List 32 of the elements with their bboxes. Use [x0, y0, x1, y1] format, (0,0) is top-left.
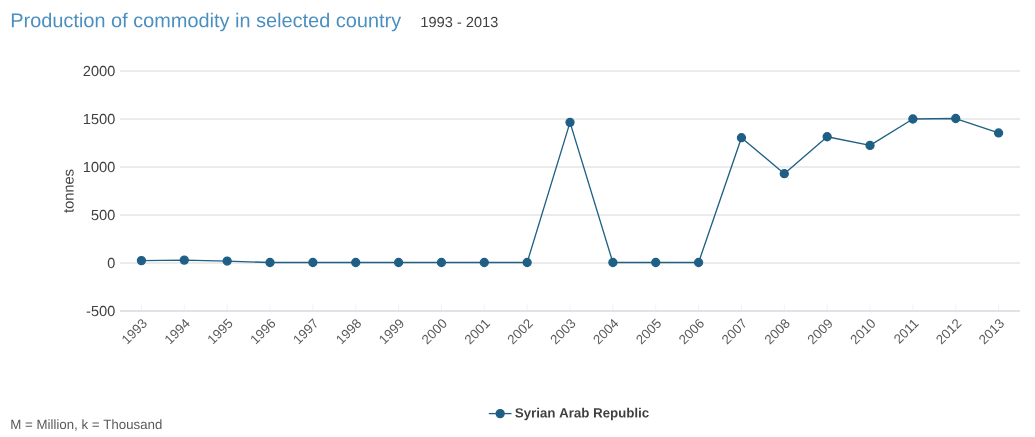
point	[608, 257, 618, 268]
point	[393, 257, 404, 268]
point	[779, 169, 789, 179]
point	[522, 257, 532, 268]
y-tick-label: 1500	[83, 113, 115, 125]
y-tick-label: 500	[91, 209, 115, 221]
point	[136, 255, 147, 266]
point	[865, 140, 875, 151]
point	[436, 257, 447, 268]
y-tick-label: -500	[86, 305, 115, 317]
point	[822, 132, 832, 142]
point	[651, 257, 661, 268]
point	[179, 255, 189, 265]
y-tick-label: 1000	[83, 161, 115, 173]
point	[736, 133, 747, 143]
point	[308, 257, 318, 268]
y-tick-label: 0	[107, 257, 115, 269]
chart-title: Production of commodity in selected country	[11, 12, 402, 32]
point	[993, 128, 1004, 138]
legend-label: Syrian Arab Republic	[515, 407, 649, 421]
y-tick-label: 2000	[83, 65, 115, 77]
point	[351, 257, 361, 268]
text: M = Million, k = Thousand	[11, 419, 162, 431]
chart-subtitle: 1993 - 2013	[421, 16, 498, 28]
point	[693, 257, 704, 268]
point	[565, 117, 575, 128]
y-axis-title: tonnes	[64, 169, 74, 213]
point	[951, 113, 961, 124]
point	[479, 257, 489, 268]
point	[265, 257, 275, 268]
point	[908, 114, 918, 124]
point	[222, 256, 232, 266]
